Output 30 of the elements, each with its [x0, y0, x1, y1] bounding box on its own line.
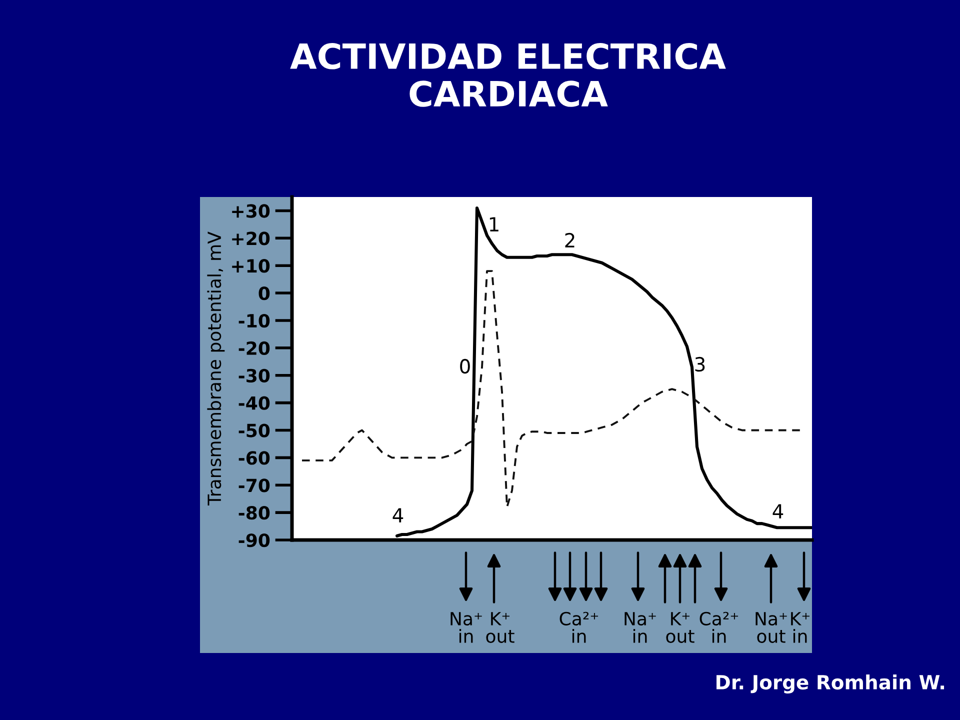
- y-tick-label: -50: [238, 424, 270, 438]
- y-tick-label: -90: [238, 533, 270, 548]
- y-axis-title: Transmembrane potential, mV: [207, 232, 225, 506]
- y-tick-label: -10: [238, 314, 270, 328]
- y-tick-label: +20: [232, 232, 270, 246]
- text: Na⁺ in: [624, 612, 656, 643]
- annotation: 3: [695, 356, 705, 372]
- text: Dr. Jorge Romhain W.: [716, 674, 944, 694]
- y-tick-label: -40: [238, 396, 270, 410]
- y-tick-label: -60: [238, 451, 270, 465]
- text: Na⁺ in: [450, 612, 482, 643]
- text: Ca²⁺ in: [700, 612, 738, 643]
- y-tick-label: 0: [258, 286, 270, 300]
- annotation: 0: [460, 358, 470, 374]
- y-tick-label: -30: [238, 368, 270, 382]
- text: K⁺ out: [486, 612, 514, 643]
- text: Ca²⁺ in: [560, 612, 598, 643]
- annotation: 4: [392, 508, 404, 522]
- text: K⁺ in: [791, 612, 810, 643]
- y-tick-label: +10: [232, 259, 270, 273]
- annotation: 1: [490, 217, 498, 232]
- annotation: 4: [772, 504, 784, 518]
- text: Na⁺ out: [756, 612, 787, 643]
- y-tick-label: +30: [232, 204, 270, 218]
- chart-title: ACTIVIDAD ELECTRICA CARDIACA: [290, 43, 726, 107]
- annotation: 2: [565, 232, 574, 248]
- y-tick-label: -80: [238, 506, 270, 520]
- y-tick-label: -70: [238, 478, 270, 492]
- y-tick-label: -20: [238, 341, 270, 356]
- text: K⁺ out: [666, 612, 694, 643]
